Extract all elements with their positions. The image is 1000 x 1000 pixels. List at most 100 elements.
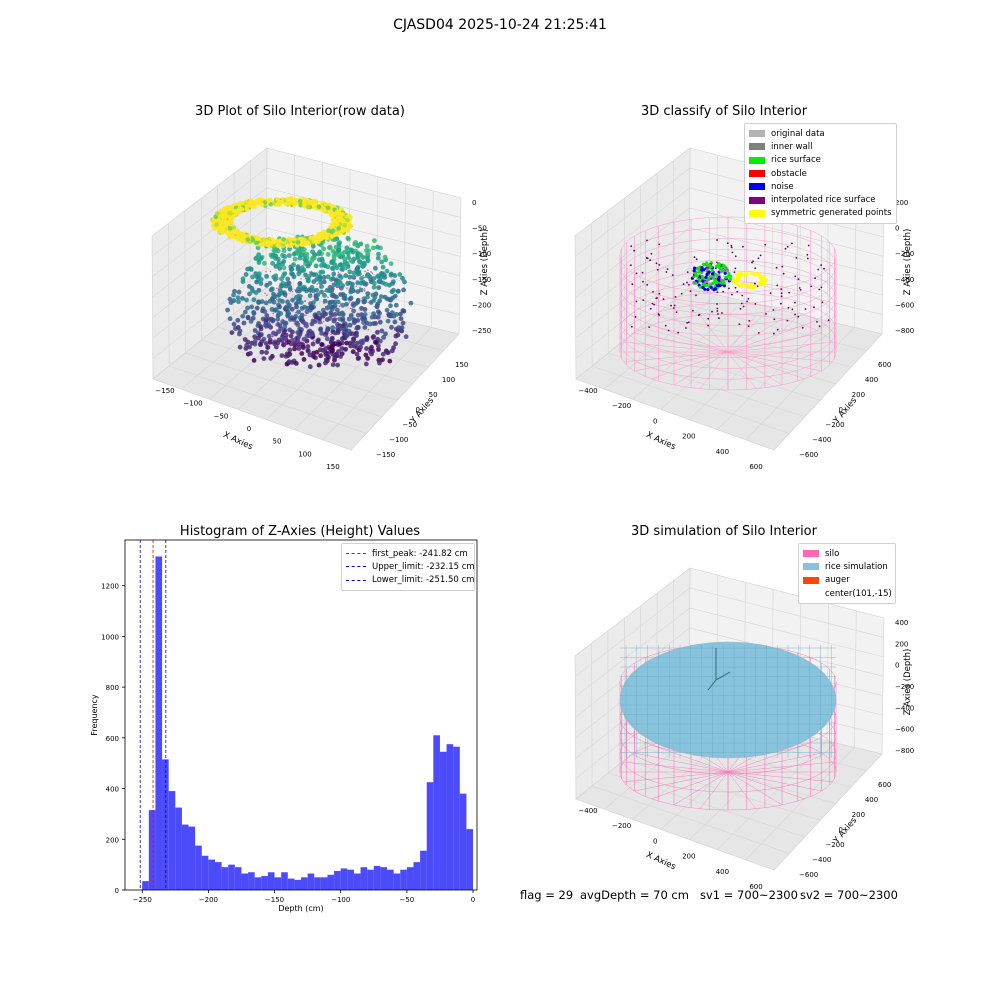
data-point <box>351 320 357 326</box>
data-point <box>242 309 248 315</box>
histogram-bar <box>261 876 268 890</box>
data-point <box>339 251 345 257</box>
legend-entry: Lower_limit: -251.50 cm <box>346 574 474 587</box>
data-point <box>338 292 341 295</box>
grid-line <box>185 352 382 418</box>
z-tick-label: −100 <box>472 250 491 258</box>
data-point <box>666 268 669 270</box>
data-point <box>334 342 337 345</box>
histogram-bar <box>254 877 262 890</box>
data-point <box>674 296 677 298</box>
data-point <box>367 324 369 327</box>
data-point <box>365 256 370 261</box>
data-point <box>747 297 750 300</box>
data-point <box>721 263 726 267</box>
data-point <box>362 274 365 277</box>
data-point <box>395 288 401 294</box>
data-point <box>389 289 395 295</box>
z-tick-label: −400 <box>895 704 914 712</box>
data-point <box>241 237 246 243</box>
z-tick-label: −600 <box>895 726 914 734</box>
data-point <box>821 301 824 304</box>
grid-line <box>624 339 821 401</box>
data-point <box>265 270 267 273</box>
z-tick-label: 400 <box>895 619 908 627</box>
data-point <box>247 203 253 208</box>
data-point <box>332 341 338 347</box>
histogram-bar <box>234 867 242 890</box>
silo-wireframe <box>634 332 729 353</box>
data-point <box>328 290 331 293</box>
data-point <box>333 282 336 285</box>
data-point <box>331 233 337 238</box>
y-tick-label: 400 <box>865 796 878 804</box>
x-tick-label: −200 <box>199 896 218 904</box>
silo-wireframe <box>727 332 822 353</box>
histogram-bar <box>162 759 169 890</box>
histogram-bar <box>466 829 474 890</box>
data-point <box>283 334 286 337</box>
floor-pane <box>575 287 883 451</box>
histogram-bar <box>228 864 235 890</box>
data-point <box>253 256 259 261</box>
data-point <box>324 299 327 302</box>
data-point <box>272 335 274 338</box>
data-point <box>346 280 348 283</box>
data-point <box>314 289 317 291</box>
data-point <box>237 344 243 350</box>
data-point <box>328 209 334 214</box>
data-point <box>365 291 371 296</box>
data-point <box>323 352 329 357</box>
data-point <box>303 338 305 341</box>
data-point <box>354 351 360 357</box>
data-point <box>400 308 406 313</box>
data-point <box>328 310 334 316</box>
data-point <box>658 243 661 246</box>
histogram-bar <box>327 874 335 890</box>
data-point <box>318 353 323 359</box>
data-point <box>303 340 306 342</box>
legend-entry: noise <box>749 180 892 193</box>
data-point <box>316 362 322 368</box>
data-point <box>275 330 278 332</box>
histogram-bar <box>459 793 467 890</box>
data-point <box>305 263 311 269</box>
data-point <box>649 259 652 262</box>
legend-entry: silo <box>803 547 891 560</box>
data-point <box>323 302 325 305</box>
data-point <box>297 287 300 290</box>
data-point <box>262 260 267 266</box>
data-point <box>304 251 310 257</box>
data-point <box>335 362 340 368</box>
data-point <box>302 341 305 344</box>
data-point <box>312 315 315 318</box>
data-point <box>317 274 322 280</box>
data-point <box>336 226 342 231</box>
grid-line <box>660 307 772 410</box>
histogram-bar <box>413 862 421 890</box>
data-point <box>285 276 291 282</box>
histogram-bar <box>148 810 156 890</box>
data-point <box>397 272 403 277</box>
data-point <box>376 285 382 290</box>
data-point <box>364 243 370 249</box>
data-point <box>277 202 283 207</box>
histogram-bar <box>320 877 328 890</box>
data-point <box>311 272 317 277</box>
data-point <box>728 287 730 290</box>
data-point <box>264 324 267 327</box>
data-point <box>689 290 692 292</box>
data-point <box>295 240 301 245</box>
histogram-bar <box>307 873 315 890</box>
data-point <box>727 274 732 278</box>
data-point <box>698 285 702 289</box>
data-point <box>275 298 278 301</box>
data-point <box>282 284 285 287</box>
data-point <box>391 313 397 319</box>
data-point <box>291 273 293 276</box>
data-point <box>701 279 705 283</box>
data-point <box>742 273 746 277</box>
x-tick-label: 0 <box>247 425 251 433</box>
x-tick-label: −200 <box>612 402 631 410</box>
histogram-bar <box>400 869 407 890</box>
